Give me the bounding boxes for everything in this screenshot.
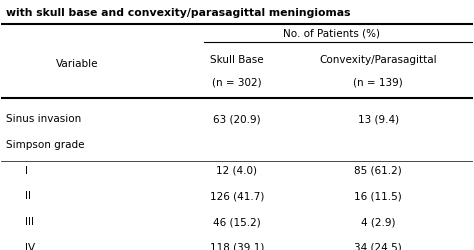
Text: 16 (11.5): 16 (11.5) (355, 190, 402, 200)
Text: 12 (4.0): 12 (4.0) (217, 165, 257, 175)
Text: IV: IV (25, 242, 35, 250)
Text: Simpson grade: Simpson grade (6, 139, 84, 149)
Text: III: III (25, 216, 34, 226)
Text: Sinus invasion: Sinus invasion (6, 114, 82, 124)
Text: 118 (39.1): 118 (39.1) (210, 242, 264, 250)
Text: Convexity/Parasagittal: Convexity/Parasagittal (319, 55, 437, 65)
Text: (n = 139): (n = 139) (354, 77, 403, 87)
Text: Variable: Variable (55, 59, 98, 69)
Text: I: I (25, 165, 28, 175)
Text: 46 (15.2): 46 (15.2) (213, 216, 261, 226)
Text: No. of Patients (%): No. of Patients (%) (283, 29, 380, 39)
Text: (n = 302): (n = 302) (212, 77, 262, 87)
Text: 63 (20.9): 63 (20.9) (213, 114, 261, 124)
Text: II: II (25, 190, 31, 200)
Text: 13 (9.4): 13 (9.4) (358, 114, 399, 124)
Text: 4 (2.9): 4 (2.9) (361, 216, 396, 226)
Text: 85 (61.2): 85 (61.2) (355, 165, 402, 175)
Text: with skull base and convexity/parasagittal meningiomas: with skull base and convexity/parasagitt… (6, 8, 351, 18)
Text: Skull Base: Skull Base (210, 55, 264, 65)
Text: 126 (41.7): 126 (41.7) (210, 190, 264, 200)
Text: 34 (24.5): 34 (24.5) (355, 242, 402, 250)
